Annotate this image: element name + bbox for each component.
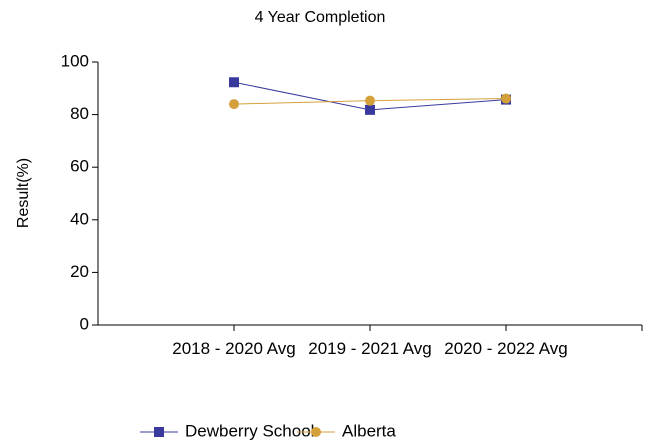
legend-label: Alberta <box>342 421 396 440</box>
data-point <box>229 99 239 110</box>
data-point <box>365 95 375 106</box>
y-tick-label: 80 <box>70 104 89 123</box>
y-tick-label: 60 <box>70 157 89 176</box>
x-tick-label: 2019 - 2021 Avg <box>308 339 432 358</box>
chart-title: 4 Year Completion <box>255 9 386 26</box>
data-point <box>229 77 239 88</box>
data-point <box>365 104 375 115</box>
y-tick-label: 100 <box>61 51 89 70</box>
y-tick-label: 0 <box>80 314 89 333</box>
y-tick-label: 20 <box>70 262 89 281</box>
x-tick-label: 2020 - 2022 Avg <box>444 339 568 358</box>
y-axis-label: Result(%) <box>15 158 32 228</box>
y-tick-label: 40 <box>70 209 89 228</box>
legend-marker <box>154 427 164 437</box>
legend-marker <box>311 427 321 437</box>
data-point <box>501 93 511 104</box>
legend-label: Dewberry School <box>185 421 314 440</box>
x-tick-label: 2018 - 2020 Avg <box>172 339 296 358</box>
